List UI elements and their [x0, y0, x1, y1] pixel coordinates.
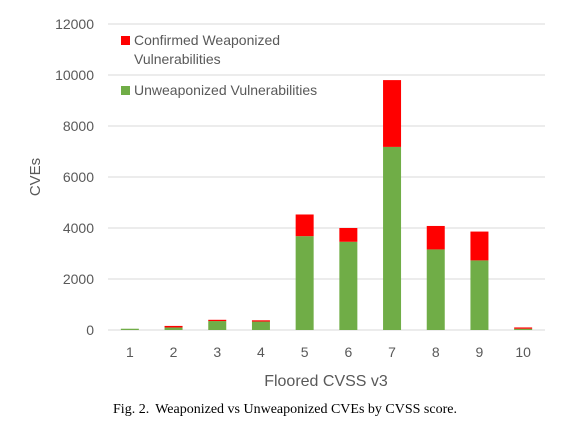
legend: Confirmed Weaponized Vulnerabilities Unw… — [121, 32, 317, 98]
x-tick-label: 8 — [432, 344, 440, 360]
x-tick-label: 3 — [213, 344, 221, 360]
bar-unweaponized-2 — [164, 327, 183, 330]
legend-swatch-unweaponized — [121, 86, 130, 95]
y-tick-label: 2000 — [63, 271, 94, 287]
bar-weaponized-6 — [339, 228, 358, 242]
x-tick-labels: 1 2 3 4 5 6 7 8 9 10 — [126, 344, 531, 360]
x-tick-label: 2 — [170, 344, 178, 360]
bar-unweaponized-7 — [383, 146, 402, 330]
bar-weaponized-3 — [208, 319, 227, 322]
figure-number: Fig. 2. — [113, 402, 150, 417]
y-tick-label: 6000 — [63, 169, 94, 185]
y-tick-label: 4000 — [63, 220, 94, 236]
legend-label-weaponized-line1: Confirmed Weaponized — [134, 32, 280, 48]
y-tick-label: 8000 — [63, 118, 94, 134]
legend-label-weaponized-line2: Vulnerabilities — [134, 51, 221, 67]
x-tick-label: 4 — [257, 344, 265, 360]
bar-unweaponized-9 — [470, 260, 489, 330]
bar-unweaponized-4 — [251, 321, 270, 330]
bar-weaponized-9 — [470, 231, 489, 261]
bar-unweaponized-10 — [514, 328, 533, 330]
x-axis-label: Floored CVSS v3 — [264, 373, 388, 390]
x-tick-label: 9 — [476, 344, 484, 360]
x-tick-label: 6 — [344, 344, 352, 360]
y-tick-labels: 0 2000 4000 6000 8000 10000 12000 — [55, 16, 94, 338]
bar-unweaponized-5 — [295, 236, 314, 330]
x-tick-label: 5 — [301, 344, 309, 360]
legend-label-unweaponized: Unweaponized Vulnerabilities — [134, 82, 317, 98]
x-tick-label: 7 — [388, 344, 396, 360]
x-tick-label: 1 — [126, 344, 134, 360]
caption-text: Weaponized vs Unweaponized CVEs by CVSS … — [155, 402, 457, 417]
y-axis-label: CVEs — [27, 158, 44, 196]
bar-weaponized-4 — [251, 320, 270, 322]
bar-unweaponized-1 — [120, 328, 139, 330]
legend-swatch-weaponized — [121, 36, 130, 45]
bar-unweaponized-8 — [426, 249, 445, 330]
bar-weaponized-8 — [426, 225, 445, 250]
bar-unweaponized-3 — [208, 321, 227, 330]
bar-weaponized-10 — [514, 327, 533, 329]
y-tick-label: 12000 — [55, 16, 94, 32]
bar-unweaponized-6 — [339, 241, 358, 330]
bar-weaponized-5 — [295, 214, 314, 237]
y-tick-label: 10000 — [55, 67, 94, 83]
x-tick-label: 10 — [515, 344, 531, 360]
figure-caption: Fig. 2. Weaponized vs Unweaponized CVEs b… — [0, 402, 570, 418]
bar-weaponized-7 — [383, 80, 402, 147]
y-tick-label: 0 — [86, 322, 94, 338]
bars — [120, 80, 533, 330]
gridlines — [108, 23, 545, 331]
bar-weaponized-2 — [164, 325, 183, 328]
